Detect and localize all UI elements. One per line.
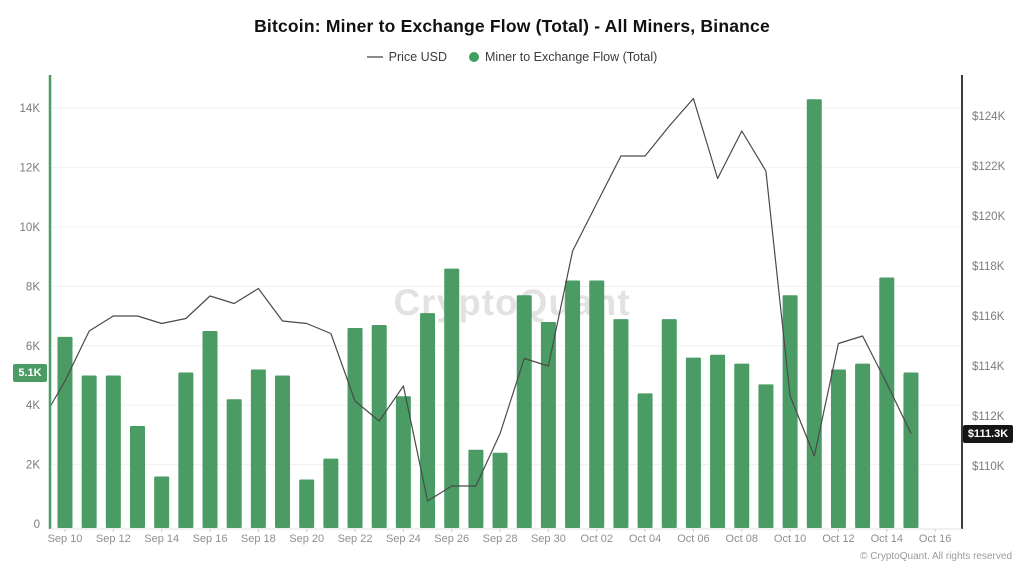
legend-label-price: Price USD [388, 50, 448, 64]
x-axis-tick-label: Sep 18 [241, 533, 276, 545]
right-axis-tick-label: $120K [972, 211, 1006, 223]
current-flow-badge: 5.1K [13, 363, 47, 382]
legend-label-flow: Miner to Exchange Flow (Total) [485, 50, 658, 64]
x-axis-tick-label: Oct 16 [919, 533, 951, 545]
flow-bar [130, 425, 146, 528]
right-axis-tick-label: $124K [972, 111, 1006, 123]
left-axis-tick-label: 0 [34, 519, 40, 531]
x-axis-tick-label: Sep 22 [338, 533, 373, 545]
x-axis-tick-label: Oct 10 [774, 533, 806, 545]
flow-bar [710, 354, 726, 528]
flow-bar [613, 319, 629, 528]
flow-bar [178, 372, 194, 528]
flow-bar [879, 277, 895, 528]
flow-bar [806, 99, 822, 528]
x-axis-tick-label: Sep 26 [434, 533, 469, 545]
flow-bar [420, 313, 436, 528]
x-axis-tick-label: Sep 30 [531, 533, 566, 545]
left-axis-tick-label: 8K [26, 281, 40, 293]
left-axis-tick-label: 14K [20, 103, 41, 115]
flow-dot-icon [469, 52, 480, 62]
flow-bar [275, 375, 291, 528]
x-axis-tick-label: Oct 02 [581, 533, 613, 545]
right-axis-tick-label: $122K [972, 161, 1006, 173]
flow-bar [323, 458, 339, 528]
flow-bar [444, 268, 460, 528]
x-axis-tick-label: Sep 10 [48, 533, 83, 545]
left-axis-tick-label: 10K [20, 222, 41, 234]
legend-item-price[interactable]: Price USD [366, 50, 448, 64]
right-axis-tick-label: $112K [972, 411, 1005, 423]
copyright-notice: © CryptoQuant. All rights reserved [860, 551, 1012, 562]
flow-bar [782, 295, 798, 528]
flow-bar [492, 452, 508, 528]
flow-bar [540, 322, 556, 528]
x-axis-tick-label: Oct 12 [822, 533, 854, 545]
legend-item-flow[interactable]: Miner to Exchange Flow (Total) [469, 50, 657, 64]
flow-bar [81, 375, 97, 528]
flow-bar [154, 476, 170, 528]
flow-bar [589, 280, 605, 528]
flow-bar [565, 280, 581, 528]
x-axis-tick-label: Sep 14 [144, 533, 179, 545]
flow-bar [57, 336, 73, 528]
left-axis-tick-label: 12K [20, 163, 41, 175]
flow-bar [758, 384, 774, 528]
x-axis-tick-label: Sep 28 [483, 533, 518, 545]
flow-bar [347, 327, 363, 528]
flow-bar [250, 369, 266, 528]
page-title: Bitcoin: Miner to Exchange Flow (Total) … [254, 16, 770, 36]
flow-bar [395, 396, 411, 528]
flow-bar [226, 399, 242, 528]
right-axis-tick-label: $114K [972, 361, 1005, 373]
flow-bar [468, 449, 484, 528]
flow-bar [685, 357, 701, 528]
right-axis-tick-label: $118K [972, 261, 1005, 273]
flow-bar [830, 369, 846, 528]
left-axis-tick-label: 4K [26, 400, 40, 412]
flow-bar [661, 319, 677, 528]
flow-bar [637, 393, 653, 528]
left-axis-tick-label: 2K [26, 460, 40, 472]
x-axis-tick-label: Oct 08 [726, 533, 758, 545]
chart-legend: Price USD Miner to Exchange Flow (Total) [0, 50, 1024, 64]
x-axis-tick-label: Sep 12 [96, 533, 131, 545]
flow-bar [202, 330, 218, 528]
x-axis-tick-label: Oct 06 [677, 533, 709, 545]
flow-bar [516, 295, 532, 528]
right-axis-tick-label: $110K [972, 461, 1005, 473]
flow-bar [105, 375, 121, 528]
x-axis-tick-label: Sep 16 [193, 533, 228, 545]
price-line [49, 97, 912, 502]
x-axis-tick-label: Sep 20 [289, 533, 324, 545]
right-axis-tick-label: $116K [972, 311, 1005, 323]
flow-bar [734, 363, 750, 528]
x-axis-tick-label: Oct 14 [871, 533, 903, 545]
left-axis-tick-label: 6K [26, 341, 40, 353]
x-axis-tick-label: Sep 24 [386, 533, 421, 545]
flow-bar [299, 479, 315, 528]
flow-bar [903, 372, 919, 528]
current-price-badge: $111.3K [963, 424, 1013, 443]
x-axis-tick-label: Oct 04 [629, 533, 661, 545]
flow-bar [371, 325, 387, 528]
price-line-icon [366, 56, 383, 58]
flow-bar [855, 363, 871, 528]
